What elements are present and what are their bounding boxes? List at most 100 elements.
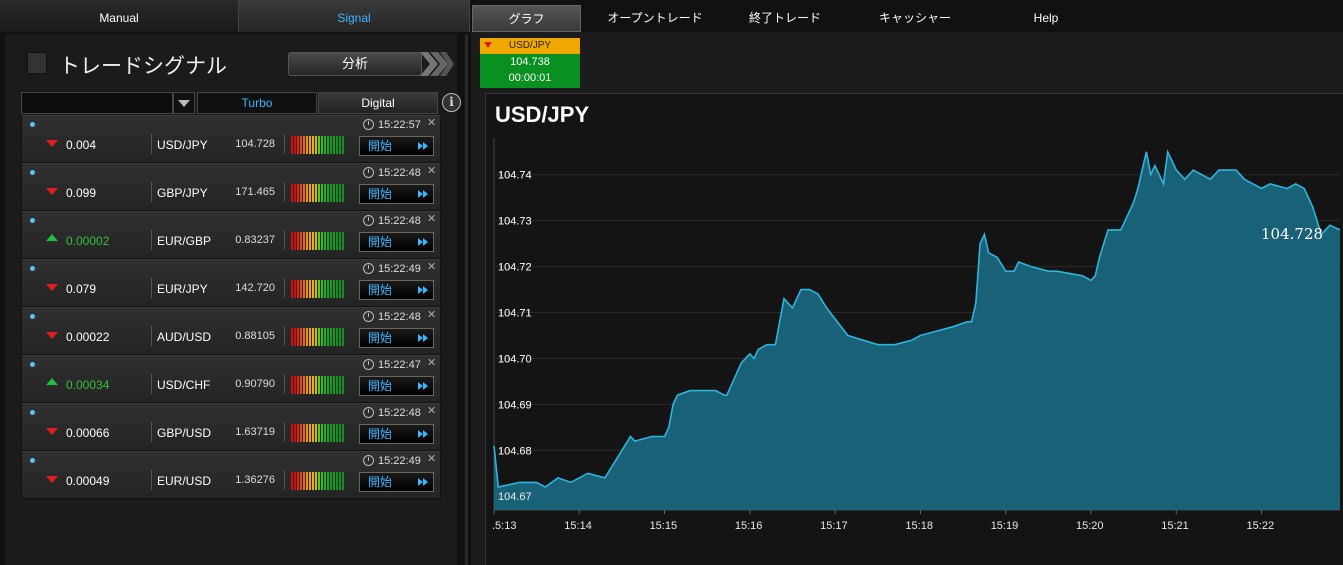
strength-bar	[294, 232, 296, 250]
panel-title: トレードシグナル	[59, 55, 227, 78]
strength-bar	[327, 472, 329, 490]
strength-bar	[303, 472, 305, 490]
strength-bar	[330, 424, 332, 442]
signal-value: 0.00002	[66, 234, 110, 248]
start-button[interactable]: 開始	[359, 472, 434, 492]
x-tick-label: 15:18	[905, 520, 933, 532]
nav-cashier[interactable]: キャッシャー	[878, 11, 951, 25]
strength-bar	[303, 280, 305, 298]
signal-value: 0.00049	[66, 474, 110, 488]
nav-open-trades[interactable]: オープントレード	[607, 11, 703, 25]
strength-bar	[333, 328, 335, 346]
strength-bar	[342, 472, 344, 490]
strength-bar	[303, 376, 305, 394]
asset-tab[interactable]: USD/JPY 104.738 00:00:01	[480, 38, 580, 88]
start-button[interactable]: 開始	[359, 184, 434, 204]
signal-value: 0.004	[66, 138, 97, 152]
chevron-down-icon[interactable]	[173, 92, 195, 114]
status-dot	[30, 362, 35, 367]
x-tick-label: 15:19	[991, 520, 1019, 532]
down-arrow-icon	[46, 284, 58, 291]
signal-strength-bars	[291, 184, 346, 202]
strength-bar	[330, 328, 332, 346]
close-icon[interactable]: ✕	[427, 405, 437, 417]
signal-strength-bars	[291, 328, 346, 346]
y-tick-label: 104.74	[498, 170, 532, 182]
divider	[284, 230, 285, 250]
nav-graph[interactable]: グラフ	[472, 5, 581, 32]
strength-bar	[312, 376, 314, 394]
strength-bar	[297, 328, 299, 346]
asset-filter-select[interactable]	[21, 92, 173, 114]
start-button-label: 開始	[368, 427, 393, 441]
y-tick-label: 104.68	[498, 445, 532, 457]
strength-bar	[318, 184, 320, 202]
x-tick-label: 15:22	[1247, 520, 1275, 532]
strength-bar	[291, 328, 293, 346]
start-button-label: 開始	[368, 235, 393, 249]
start-button[interactable]: 開始	[359, 280, 434, 300]
y-tick-label: 104.70	[498, 353, 532, 365]
up-arrow-icon	[46, 234, 58, 241]
strength-bar	[324, 376, 326, 394]
divider	[284, 422, 285, 442]
strength-bar	[306, 424, 308, 442]
close-icon[interactable]: ✕	[427, 213, 437, 225]
close-icon[interactable]: ✕	[427, 357, 437, 369]
close-icon[interactable]: ✕	[427, 117, 437, 129]
signal-row: 15:22:48 ✕ 0.00002 EUR/GBP 0.83237 開始	[21, 211, 441, 259]
strength-bar	[336, 136, 338, 154]
tab-manual[interactable]: Manual	[0, 0, 238, 32]
signal-row: 15:22:47 ✕ 0.00034 USD/CHF 0.90790 開始	[21, 355, 441, 403]
strength-bar	[303, 328, 305, 346]
strength-bar	[312, 136, 314, 154]
info-icon[interactable]: i	[442, 93, 461, 112]
strength-bar	[294, 328, 296, 346]
analyze-button[interactable]: 分析	[288, 52, 422, 76]
strength-bar	[321, 184, 323, 202]
y-tick-label: 104.71	[498, 308, 532, 320]
start-button-label: 開始	[368, 331, 393, 345]
strength-bar	[333, 232, 335, 250]
start-button[interactable]: 開始	[359, 136, 434, 156]
strength-bar	[339, 376, 341, 394]
tab-signal[interactable]: Signal	[238, 0, 470, 32]
asset-tab-name: USD/JPY	[480, 38, 580, 54]
close-icon[interactable]: ✕	[427, 165, 437, 177]
strength-bar	[294, 280, 296, 298]
strength-bar	[309, 376, 311, 394]
strength-bar	[306, 232, 308, 250]
tab-digital[interactable]: Digital	[318, 92, 438, 114]
strength-bar	[315, 424, 317, 442]
strength-bar	[321, 376, 323, 394]
start-button[interactable]: 開始	[359, 424, 434, 444]
start-button[interactable]: 開始	[359, 328, 434, 348]
nav-closed-trades[interactable]: 終了トレード	[748, 11, 821, 25]
signal-row: 15:22:48 ✕ 0.00066 GBP/USD 1.63719 開始	[21, 403, 441, 451]
divider	[151, 230, 152, 250]
y-tick-label: 104.68	[498, 445, 532, 457]
close-icon[interactable]: ✕	[427, 261, 437, 273]
signal-strength-bars	[291, 472, 346, 490]
fast-forward-icon	[418, 430, 428, 438]
divider	[284, 278, 285, 298]
tab-turbo[interactable]: Turbo	[197, 92, 317, 114]
close-icon[interactable]: ✕	[427, 453, 437, 465]
strength-bar	[339, 232, 341, 250]
start-button[interactable]: 開始	[359, 376, 434, 396]
signal-row: 15:22:49 ✕ 0.079 EUR/JPY 142.720 開始	[21, 259, 441, 307]
close-icon[interactable]: ✕	[427, 309, 437, 321]
start-button[interactable]: 開始	[359, 232, 434, 252]
strength-bar	[318, 136, 320, 154]
x-tick-label: 15:15	[650, 520, 678, 532]
strength-bar	[300, 136, 302, 154]
signal-price: 0.88105	[235, 330, 275, 342]
signal-price: 142.720	[235, 282, 275, 294]
strength-bar	[321, 424, 323, 442]
strength-bar	[300, 280, 302, 298]
nav-help[interactable]: Help	[1033, 11, 1059, 25]
signal-value: 0.00034	[66, 378, 110, 392]
signal-strength-bars	[291, 424, 346, 442]
strength-bar	[309, 424, 311, 442]
strength-bar	[336, 328, 338, 346]
